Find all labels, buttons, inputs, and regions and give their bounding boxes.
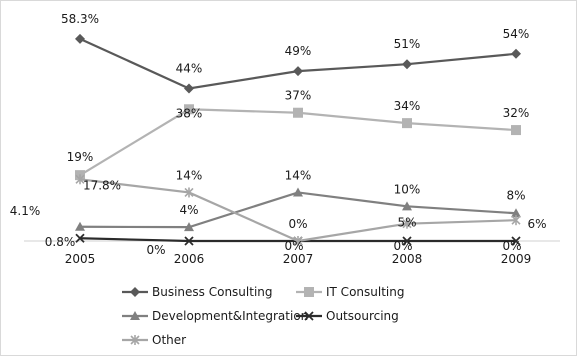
data-point-other [293,236,303,246]
data-label-it-consulting: 37% [285,89,312,103]
data-point-business-consulting [75,33,85,44]
data-point-outsourcing [184,236,194,246]
legend-marker [130,287,140,297]
data-label-other: 17.8% [83,178,121,192]
legend-item-development-integration: Development&Integration [122,309,308,323]
data-label-other: 6% [527,217,546,231]
data-point-development-integration [511,208,521,218]
legend-item-outsourcing: Outsourcing [296,309,399,323]
data-point-business-consulting [184,83,194,94]
data-point-outsourcing [75,233,85,243]
legend-label: Development&Integration [152,309,308,323]
legend-marker [304,311,314,321]
data-label-outsourcing: 0% [502,239,521,253]
data-label-other: 0% [288,217,307,231]
x-tick-label: 2009 [501,252,532,266]
legend-marker [130,335,140,345]
data-point-it-consulting [293,107,303,118]
data-label-it-consulting: 32% [503,106,530,120]
data-label-business-consulting: 58.3% [61,12,99,26]
data-label-outsourcing: 0% [284,239,303,253]
data-label-outsourcing: 0% [146,243,165,257]
data-label-other: 14% [176,168,203,182]
data-point-it-consulting [511,125,521,136]
data-label-other: 5% [397,216,416,230]
x-tick-label: 2008 [392,252,423,266]
legend-marker [304,287,314,297]
data-label-it-consulting: 34% [394,99,421,113]
data-label-outsourcing: 0% [393,239,412,253]
data-label-it-consulting: 38% [176,106,203,120]
x-tick-label: 2006 [174,252,205,266]
data-label-development-integration: 14% [285,168,312,182]
legend-item-business-consulting: Business Consulting [122,285,273,299]
data-point-outsourcing [402,236,412,246]
data-point-other [75,174,85,185]
data-label-business-consulting: 44% [176,61,203,75]
legend-label: Other [152,333,186,347]
data-point-outsourcing [511,236,521,246]
data-label-business-consulting: 54% [503,27,530,41]
data-label-development-integration: 8% [506,188,525,202]
x-tick-label: 2007 [283,252,314,266]
data-point-business-consulting [511,48,521,59]
data-point-business-consulting [402,59,412,70]
data-point-development-integration [402,201,412,211]
data-point-other [511,215,521,226]
data-point-development-integration [75,221,85,231]
data-label-business-consulting: 49% [285,44,312,58]
data-label-development-integration: 10% [394,182,421,196]
legend-label: Outsourcing [326,309,399,323]
legend-item-other: Other [122,333,186,347]
data-point-other [402,218,412,229]
data-label-development-integration: 4.1% [10,204,41,218]
data-point-business-consulting [293,66,303,77]
data-point-development-integration [184,222,194,232]
data-label-it-consulting: 19% [67,150,94,164]
legend-label: IT Consulting [326,285,404,299]
legend-item-it-consulting: IT Consulting [296,285,404,299]
data-label-outsourcing: 0.8% [45,235,76,249]
data-point-development-integration [293,187,303,197]
data-label-development-integration: 4% [179,203,198,217]
legend-label: Business Consulting [152,285,273,299]
data-point-it-consulting [184,104,194,115]
legend-marker [130,311,140,320]
data-label-business-consulting: 51% [394,37,421,51]
series-line-it-consulting [79,108,517,177]
x-tick-label: 2005 [65,252,96,266]
data-point-it-consulting [402,118,412,129]
data-point-other [184,187,194,198]
